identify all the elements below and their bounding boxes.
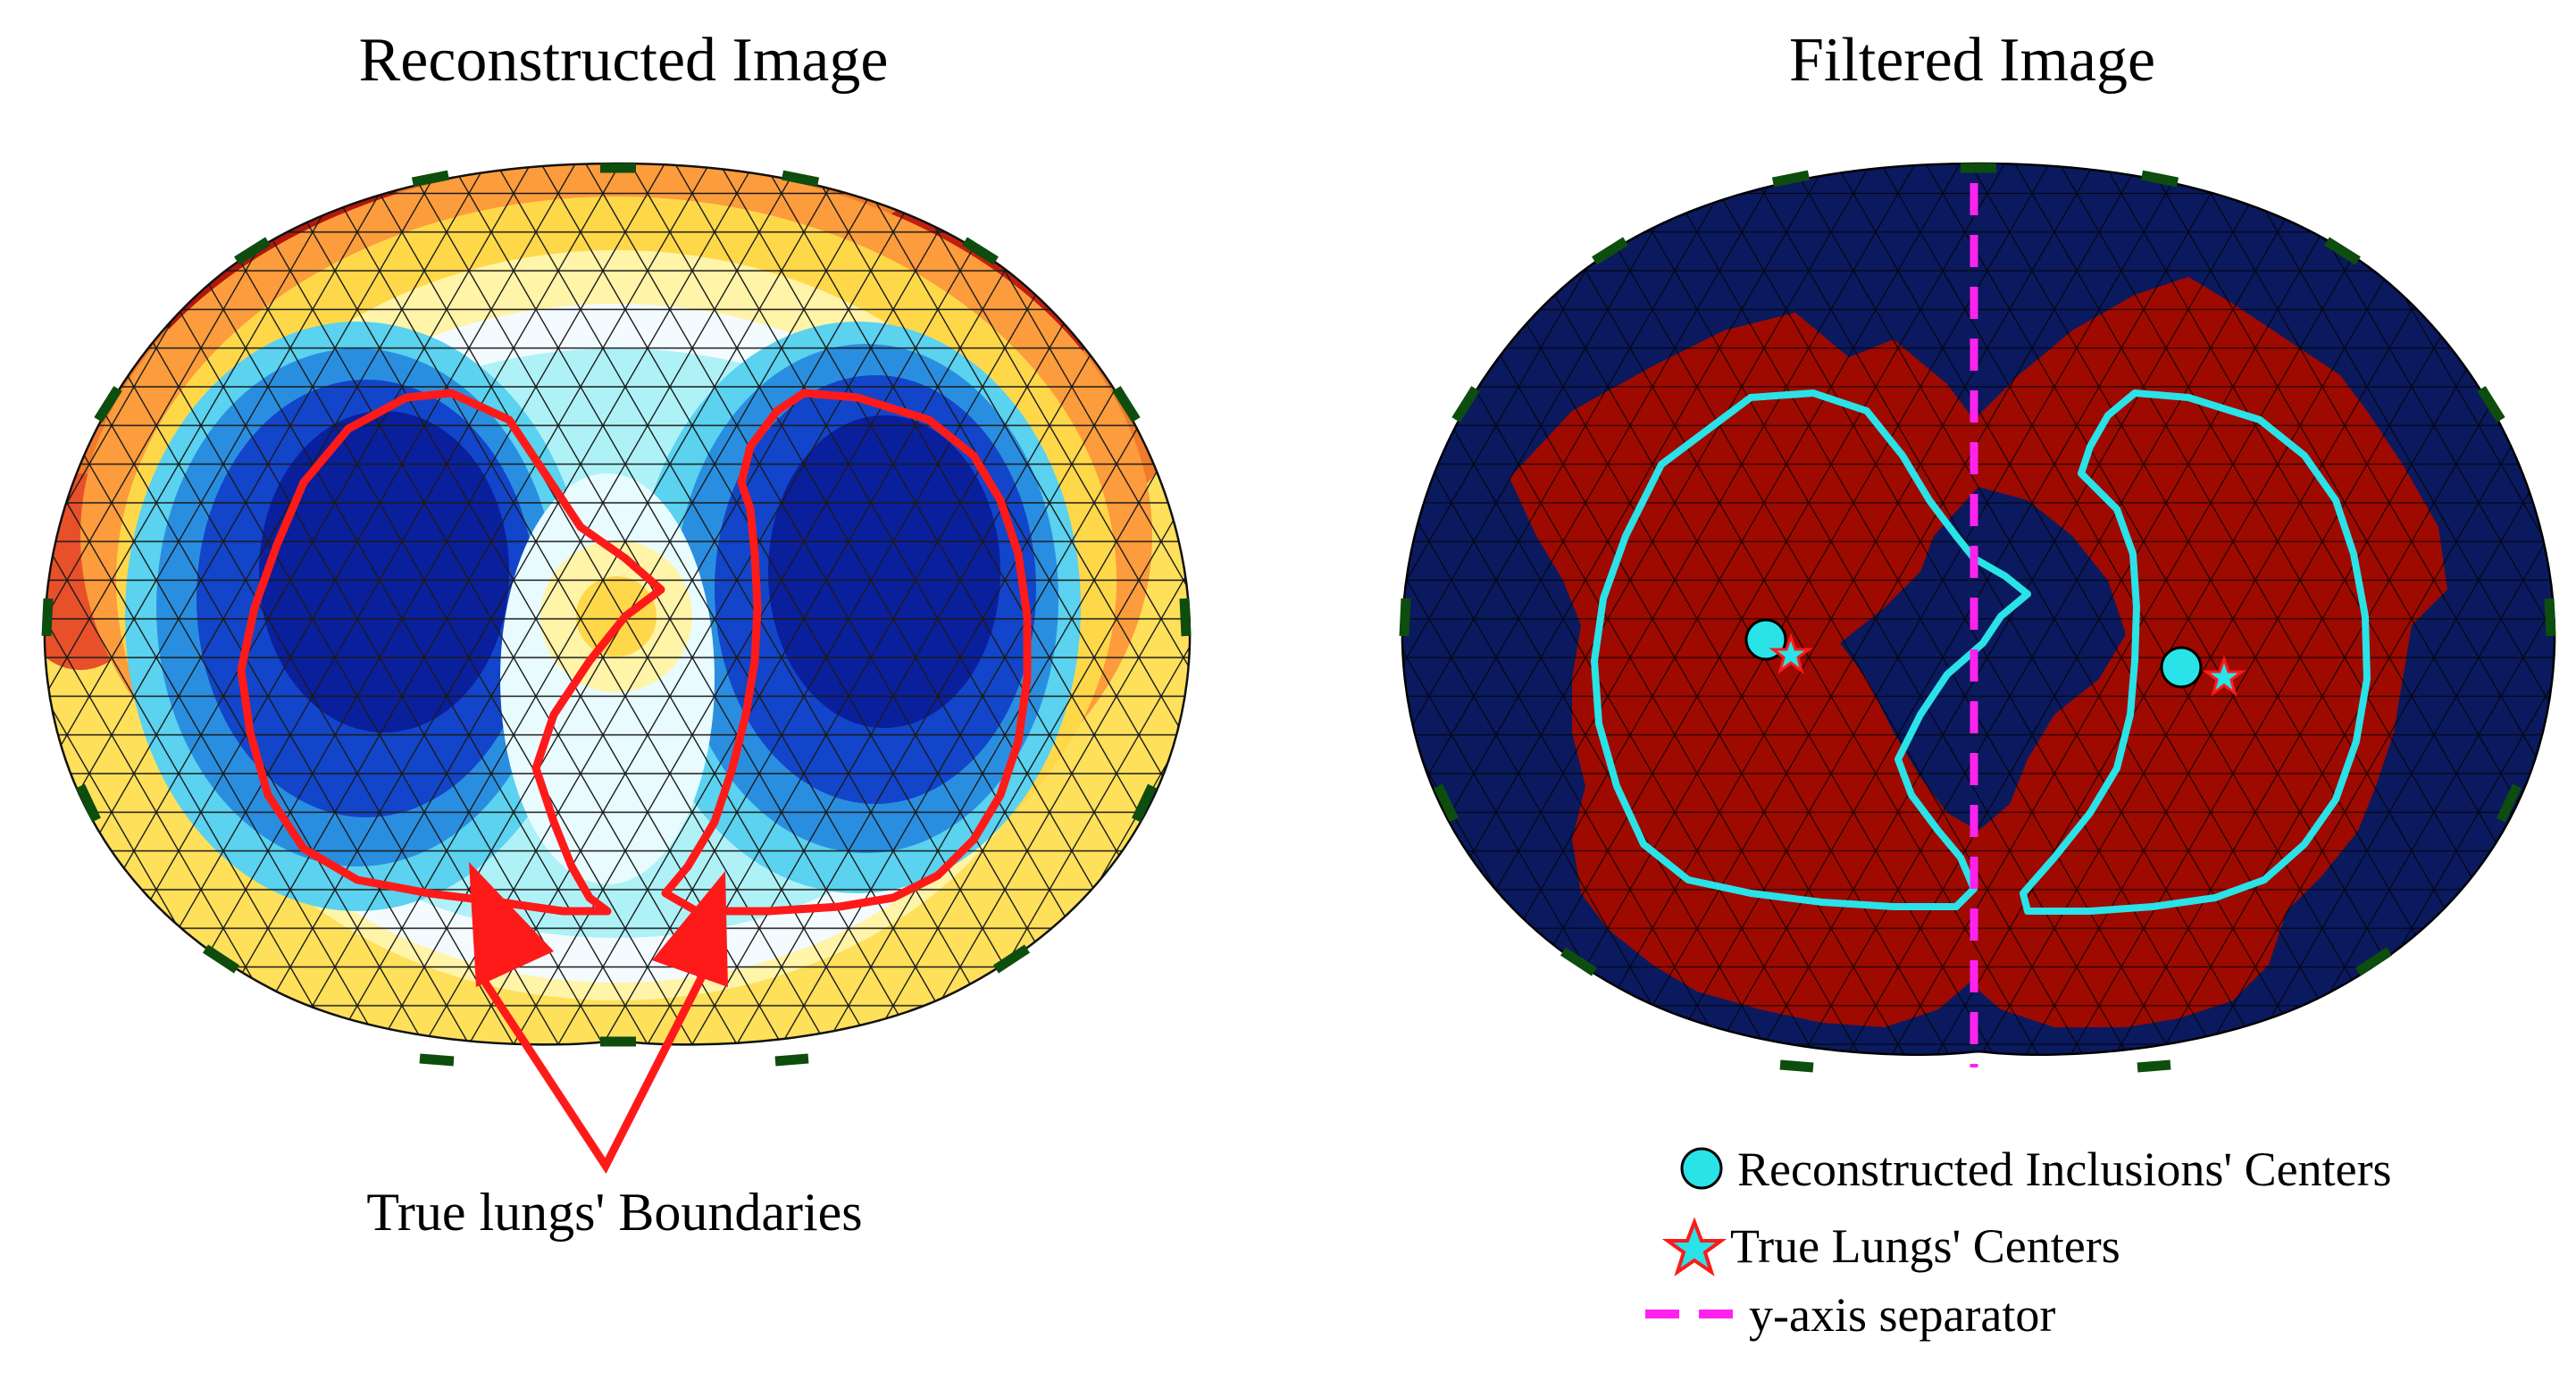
electrode xyxy=(2140,170,2179,188)
legend-item-true-centers: True Lungs' Centers xyxy=(1661,1217,2120,1276)
arrow-shaft xyxy=(479,967,710,1174)
electrode xyxy=(774,1053,809,1067)
left-arrow-head xyxy=(469,862,554,987)
legend-item-reconstructed-centers: Reconstructed Inclusions' Centers xyxy=(1680,1142,2392,1196)
left-electrodes xyxy=(41,163,1192,1067)
electrode xyxy=(2544,598,2556,637)
reconstructed-image xyxy=(44,163,1191,1045)
electrode xyxy=(202,944,240,974)
electrode xyxy=(2497,783,2522,823)
legend-label: True Lungs' Centers xyxy=(1730,1219,2120,1273)
electrode xyxy=(1771,170,1811,188)
electrode xyxy=(2477,386,2505,423)
electrode xyxy=(41,598,54,637)
electrode xyxy=(94,386,122,423)
true-center-left xyxy=(1769,632,1813,674)
filtered-image xyxy=(1401,163,2555,1055)
electrode xyxy=(2324,237,2361,265)
true-lung-boundaries xyxy=(237,389,1032,916)
reconstructed-outline xyxy=(43,162,1192,1046)
reconstructed-panel: Reconstructed Image xyxy=(41,26,1192,1242)
electrode xyxy=(1132,783,1157,823)
legend-star-marker xyxy=(1661,1217,1727,1276)
electrode xyxy=(1112,386,1141,423)
electrode xyxy=(1434,783,1459,823)
electrode xyxy=(781,170,820,188)
reconstructed-title: Reconstructed Image xyxy=(359,26,889,95)
legend-label: Reconstructed Inclusions' Centers xyxy=(1737,1142,2392,1196)
left-lung-boundary xyxy=(237,389,665,916)
legend-item-separator: y-axis separator xyxy=(1645,1288,2055,1342)
center-markers xyxy=(1744,618,2246,697)
legend-label: y-axis separator xyxy=(1749,1288,2055,1342)
mesh-overlay xyxy=(44,163,1191,1045)
electrode xyxy=(1399,598,1411,637)
electrode xyxy=(2354,947,2393,976)
left-lung-boundary-cyan xyxy=(1591,389,2031,910)
right-lung-boundary xyxy=(661,389,1032,916)
legend-circle-marker xyxy=(1680,1147,1723,1190)
lung-boundaries-annotation: True lungs' Boundaries xyxy=(366,1183,862,1242)
right-lung-boundary-cyan xyxy=(2020,389,2371,915)
electrode xyxy=(419,1053,455,1067)
electrode xyxy=(992,944,1031,974)
electrode xyxy=(1560,947,1598,976)
right-electrodes xyxy=(1399,163,2556,1073)
boundary-arrows xyxy=(479,967,710,1174)
right-arrow-head xyxy=(652,871,728,987)
arrow-heads xyxy=(469,862,728,987)
electrode xyxy=(411,170,450,188)
filtered-title: Filtered Image xyxy=(1789,26,2155,95)
electrode xyxy=(1592,237,1628,265)
lung-boundaries-cyan xyxy=(1591,389,2371,915)
electrode xyxy=(234,237,271,265)
electrode xyxy=(1179,598,1192,637)
electrode xyxy=(962,237,999,265)
mesh-overlay xyxy=(1401,163,2555,1055)
filtered-outline xyxy=(1401,162,2556,1056)
reconstructed-center-right xyxy=(2160,646,2203,689)
electrode xyxy=(1451,386,1480,423)
electrode xyxy=(1779,1059,1814,1073)
filtered-panel: Filtered Image xyxy=(1399,26,2556,1073)
legend: Reconstructed Inclusions' Centers True L… xyxy=(1645,1142,2392,1342)
true-center-right xyxy=(2202,655,2246,697)
electrode xyxy=(2137,1059,2171,1073)
electrode xyxy=(76,783,101,823)
